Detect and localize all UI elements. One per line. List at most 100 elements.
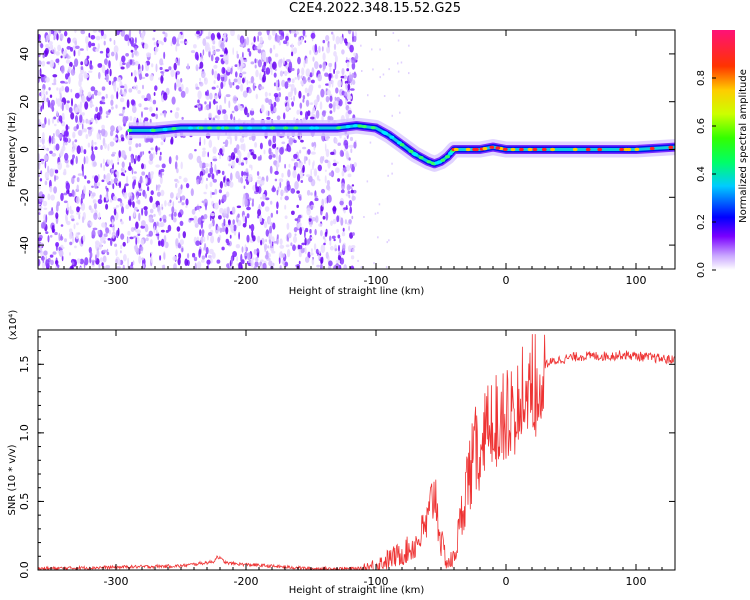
noise-dot xyxy=(102,249,108,253)
noise-dot xyxy=(68,76,71,85)
noise-dot xyxy=(294,218,299,222)
noise-dot xyxy=(56,33,59,41)
noise-dot xyxy=(336,228,339,234)
noise-dot xyxy=(257,31,262,36)
noise-dot xyxy=(153,225,156,234)
noise-dot xyxy=(291,49,293,52)
noise-dot xyxy=(251,202,254,207)
noise-dot xyxy=(185,205,188,208)
noise-dot xyxy=(311,67,315,76)
noise-dot xyxy=(84,129,87,133)
noise-dot xyxy=(260,264,263,269)
noise-dot xyxy=(329,110,333,114)
noise-dot xyxy=(251,257,255,261)
noise-dot xyxy=(65,73,69,80)
noise-dot xyxy=(94,146,98,150)
noise-dot xyxy=(207,173,211,178)
ridge-hotspot xyxy=(489,145,495,149)
ridge-hotspot xyxy=(418,156,424,160)
noise-dot xyxy=(99,257,104,263)
noise-dot xyxy=(335,70,340,75)
noise-dot xyxy=(122,62,126,65)
noise-dot xyxy=(210,222,213,228)
noise-dot xyxy=(150,190,154,196)
noise-dot xyxy=(284,204,287,210)
noise-dot xyxy=(286,184,291,191)
noise-dot xyxy=(326,195,329,204)
noise-dot xyxy=(165,229,169,233)
noise-dot xyxy=(341,49,345,55)
noise-dot xyxy=(156,107,158,111)
noise-dot xyxy=(129,115,133,121)
noise-dot xyxy=(148,230,153,237)
noise-dot xyxy=(268,218,271,224)
noise-dot xyxy=(276,210,279,215)
noise-dot xyxy=(88,190,93,194)
noise-dot xyxy=(159,58,164,66)
noise-dot xyxy=(254,64,257,69)
noise-dot xyxy=(259,214,263,223)
noise-dot xyxy=(131,72,133,77)
noise-dot xyxy=(285,35,289,42)
noise-dot xyxy=(54,123,57,127)
noise-dot xyxy=(295,161,299,168)
noise-dot xyxy=(63,192,68,196)
noise-dot xyxy=(312,56,315,62)
noise-dot xyxy=(224,96,227,104)
noise-dot xyxy=(281,190,286,194)
noise-dot xyxy=(95,254,97,261)
noise-dot xyxy=(164,200,167,207)
noise-dot xyxy=(80,202,86,211)
noise-dot xyxy=(61,112,65,119)
noise-dot xyxy=(268,99,273,106)
noise-dot xyxy=(221,194,227,203)
noise-dot xyxy=(57,98,61,107)
noise-dot xyxy=(397,62,399,65)
noise-dot xyxy=(346,68,350,72)
noise-dot xyxy=(120,250,122,254)
colorbar-tick-label: 0.6 xyxy=(696,118,707,134)
noise-dot xyxy=(318,223,323,227)
noise-dot xyxy=(71,148,75,153)
noise-dot xyxy=(221,38,224,41)
noise-dot xyxy=(248,173,253,183)
noise-dot xyxy=(307,251,311,259)
noise-dot xyxy=(55,51,60,56)
noise-dot xyxy=(215,56,220,62)
noise-dot xyxy=(55,97,58,105)
noise-dot xyxy=(247,152,251,159)
noise-dot xyxy=(170,110,173,113)
noise-dot xyxy=(101,222,106,228)
noise-dot xyxy=(38,103,42,108)
noise-dot xyxy=(80,145,84,154)
noise-dot xyxy=(257,35,259,42)
noise-dot xyxy=(153,50,157,56)
noise-dot xyxy=(115,171,120,175)
ridge-hotspot xyxy=(541,147,547,152)
noise-dot xyxy=(348,157,351,161)
noise-dot xyxy=(350,255,355,260)
noise-dot xyxy=(219,104,222,111)
noise-dot xyxy=(59,92,62,102)
noise-dot xyxy=(55,58,60,64)
noise-dot xyxy=(48,41,53,46)
noise-dot xyxy=(353,52,356,57)
noise-dot xyxy=(120,30,126,37)
noise-dot xyxy=(271,241,274,247)
noise-dot xyxy=(223,208,227,216)
noise-dot xyxy=(321,198,325,207)
noise-dot xyxy=(332,33,335,42)
noise-dot xyxy=(155,233,160,236)
ridge-hotspot xyxy=(171,127,177,131)
noise-dot xyxy=(302,247,305,253)
noise-dot xyxy=(198,105,201,108)
noise-dot xyxy=(79,101,83,109)
noise-dot xyxy=(244,198,249,207)
noise-dot xyxy=(342,164,345,168)
noise-dot xyxy=(303,59,306,68)
noise-dot xyxy=(69,215,75,219)
noise-dot xyxy=(310,248,313,253)
noise-dot xyxy=(185,41,189,44)
noise-dot xyxy=(45,43,50,49)
